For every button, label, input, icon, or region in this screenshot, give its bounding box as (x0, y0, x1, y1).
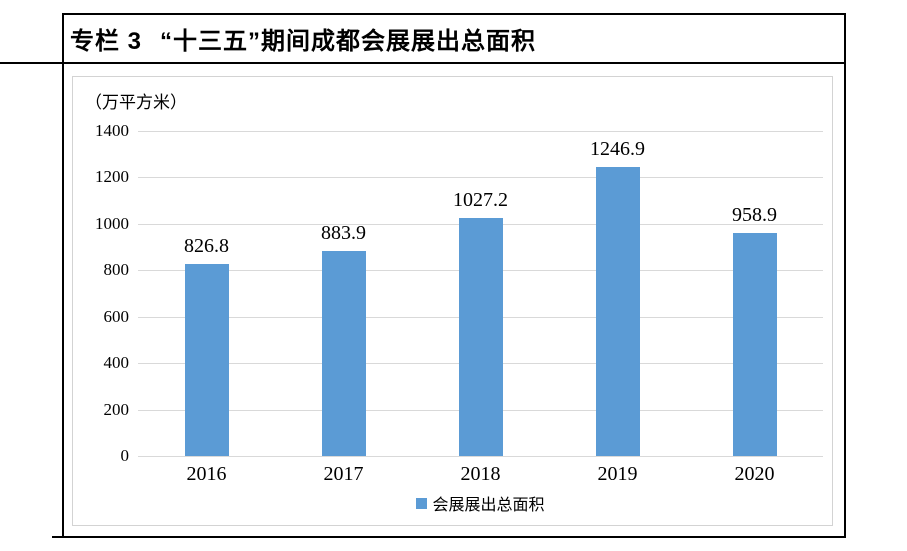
bar-slot-2016 (138, 131, 275, 456)
legend-label: 会展展出总面积 (432, 497, 545, 514)
y-axis-unit-label: （万平方米） (85, 93, 187, 112)
page-rule-left-fragment (0, 62, 62, 64)
bar-value-label: 1027.2 (453, 188, 508, 211)
bar-2020 (732, 233, 777, 456)
bar-2016 (184, 264, 229, 456)
y-axis-tick-label: 0 (120, 446, 130, 465)
gridline-y-1200 (138, 177, 823, 179)
bar-slot-2018 (412, 131, 549, 456)
y-axis-tick-label: 1000 (95, 213, 129, 233)
bar-2019 (595, 166, 640, 456)
x-axis-labels: 2016 2017 2018 2019 2020 (138, 463, 823, 486)
bar-slot-2017 (275, 131, 412, 456)
bar-slot-2020 (686, 131, 823, 456)
y-axis-tick-label: 600 (103, 306, 130, 326)
bar-2018 (458, 217, 503, 456)
plot-area: 826.8 883.9 1027.2 1246.9 958.9 (138, 131, 823, 457)
y-axis-tick-label: 400 (103, 353, 130, 373)
x-axis-label-2020: 2020 (734, 463, 775, 485)
y-axis-tick-label: 1400 (95, 121, 129, 140)
bar-value-label: 826.8 (184, 235, 229, 258)
bar-value-label: 883.9 (321, 221, 366, 244)
gridline-y-1400 (138, 131, 823, 132)
bar-value-label: 1246.9 (590, 137, 645, 160)
x-axis-label-2019: 2019 (597, 463, 638, 485)
bar-2017 (321, 250, 366, 456)
y-axis-tick-label: 200 (103, 399, 130, 419)
y-axis-tick-label: 800 (103, 260, 130, 280)
bar-value-label: 958.9 (732, 204, 777, 227)
bar-series (138, 131, 823, 456)
x-axis-label-2017: 2017 (323, 463, 364, 485)
x-axis-label-2016: 2016 (186, 463, 227, 485)
page-rule-bottom-fragment (52, 536, 64, 538)
panel-title-bar: 专栏 3 “十三五”期间成都会展展出总面积 (64, 15, 844, 64)
chart-legend: 会展展出总面积 (138, 491, 823, 515)
legend-swatch-icon (416, 497, 428, 509)
gridline-y-0 (138, 456, 823, 457)
panel-title: “十三五”期间成都会展展出总面积 (160, 28, 537, 55)
x-axis-label-2018: 2018 (460, 463, 501, 485)
bar-slot-2019 (549, 131, 686, 456)
panel-title-prefix: 专栏 3 (70, 28, 143, 55)
y-axis-tick-label: 1200 (95, 167, 129, 187)
bar-chart: （万平方米） 826.8 883.9 1027.2 1246.9 958.9 2016 2… (72, 76, 833, 526)
